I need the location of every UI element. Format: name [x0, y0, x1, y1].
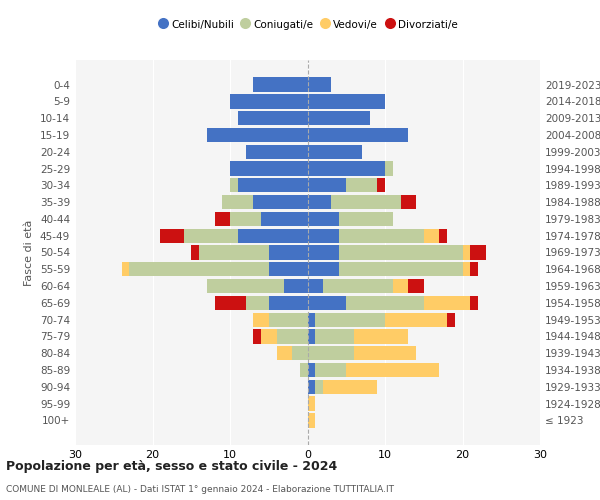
Bar: [245, 296, 269, 310]
Bar: [346, 363, 439, 377]
Bar: [308, 162, 385, 175]
Bar: [308, 94, 385, 108]
Bar: [308, 312, 315, 327]
Bar: [215, 212, 230, 226]
Bar: [160, 228, 184, 243]
Bar: [207, 279, 284, 293]
Bar: [184, 228, 238, 243]
Bar: [269, 312, 308, 327]
Bar: [292, 346, 308, 360]
Bar: [354, 330, 408, 344]
Bar: [277, 330, 308, 344]
Bar: [308, 246, 338, 260]
Bar: [338, 246, 463, 260]
Bar: [338, 212, 393, 226]
Bar: [385, 162, 393, 175]
Bar: [424, 296, 470, 310]
Bar: [338, 228, 424, 243]
Bar: [323, 380, 377, 394]
Bar: [346, 296, 424, 310]
Bar: [269, 246, 308, 260]
Bar: [253, 312, 269, 327]
Bar: [284, 279, 308, 293]
Bar: [261, 330, 277, 344]
Bar: [470, 246, 486, 260]
Bar: [315, 330, 354, 344]
Bar: [308, 279, 323, 293]
Bar: [253, 195, 308, 210]
Bar: [439, 228, 447, 243]
Bar: [308, 413, 315, 428]
Bar: [277, 346, 292, 360]
Bar: [463, 246, 470, 260]
Bar: [401, 195, 416, 210]
Bar: [424, 228, 439, 243]
Bar: [377, 178, 385, 192]
Bar: [222, 195, 253, 210]
Bar: [308, 111, 370, 126]
Bar: [230, 212, 261, 226]
Bar: [238, 111, 308, 126]
Bar: [308, 228, 338, 243]
Bar: [308, 178, 346, 192]
Bar: [470, 296, 478, 310]
Bar: [300, 363, 308, 377]
Bar: [215, 296, 245, 310]
Bar: [354, 346, 416, 360]
Bar: [238, 228, 308, 243]
Bar: [121, 262, 129, 276]
Bar: [238, 178, 308, 192]
Bar: [408, 279, 424, 293]
Bar: [315, 363, 346, 377]
Bar: [308, 380, 315, 394]
Bar: [191, 246, 199, 260]
Bar: [253, 330, 261, 344]
Bar: [331, 195, 401, 210]
Legend: Celibi/Nubili, Coniugati/e, Vedovi/e, Divorziati/e: Celibi/Nubili, Coniugati/e, Vedovi/e, Di…: [153, 15, 462, 34]
Bar: [385, 312, 447, 327]
Bar: [199, 246, 269, 260]
Bar: [393, 279, 408, 293]
Bar: [308, 396, 315, 410]
Bar: [308, 128, 408, 142]
Text: COMUNE DI MONLEALE (AL) - Dati ISTAT 1° gennaio 2024 - Elaborazione TUTTITALIA.I: COMUNE DI MONLEALE (AL) - Dati ISTAT 1° …: [6, 485, 394, 494]
Bar: [308, 212, 338, 226]
Bar: [463, 262, 470, 276]
Bar: [315, 312, 385, 327]
Bar: [308, 330, 315, 344]
Bar: [315, 380, 323, 394]
Bar: [269, 296, 308, 310]
Bar: [308, 296, 346, 310]
Bar: [338, 262, 463, 276]
Bar: [269, 262, 308, 276]
Bar: [308, 144, 362, 159]
Bar: [230, 162, 308, 175]
Bar: [207, 128, 308, 142]
Bar: [447, 312, 455, 327]
Bar: [245, 144, 308, 159]
Bar: [308, 262, 338, 276]
Bar: [230, 178, 238, 192]
Bar: [308, 195, 331, 210]
Bar: [129, 262, 269, 276]
Bar: [261, 212, 308, 226]
Text: Popolazione per età, sesso e stato civile - 2024: Popolazione per età, sesso e stato civil…: [6, 460, 337, 473]
Bar: [308, 363, 315, 377]
Bar: [346, 178, 377, 192]
Y-axis label: Fasce di età: Fasce di età: [25, 220, 34, 286]
Bar: [253, 78, 308, 92]
Bar: [308, 346, 354, 360]
Bar: [308, 78, 331, 92]
Bar: [323, 279, 393, 293]
Bar: [470, 262, 478, 276]
Bar: [230, 94, 308, 108]
